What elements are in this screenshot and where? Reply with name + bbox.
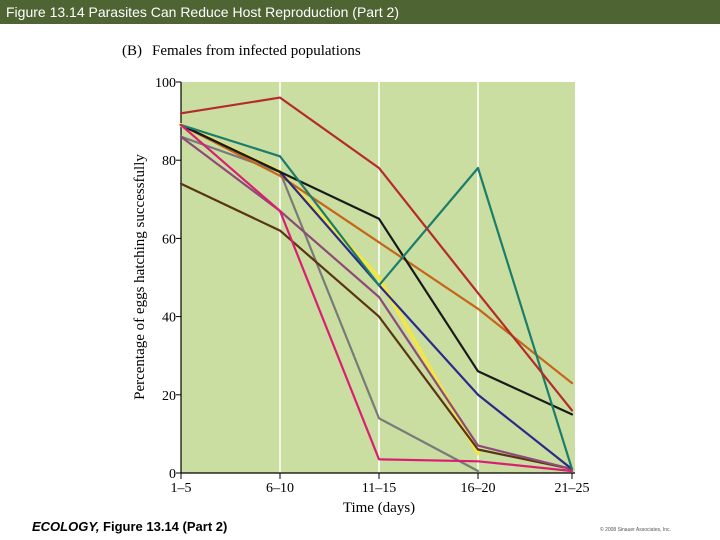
y-tick-label: 0 bbox=[169, 467, 176, 482]
y-tick-label: 40 bbox=[162, 311, 176, 326]
series-line-dark-brown bbox=[179, 182, 574, 471]
x-tick-label: 16–20 bbox=[461, 481, 496, 496]
y-tick-label: 60 bbox=[162, 232, 176, 247]
caption-book: ECOLOGY, bbox=[32, 519, 100, 534]
x-axis-title: Time (days) bbox=[343, 500, 415, 516]
series-line-gray bbox=[179, 135, 480, 473]
slide-title: Figure 13.14 Parasites Can Reduce Host R… bbox=[0, 0, 720, 24]
series-line-purple bbox=[179, 135, 574, 471]
y-tick-label: 20 bbox=[162, 389, 176, 404]
caption-figure: Figure 13.14 (Part 2) bbox=[99, 519, 228, 534]
series-line-red bbox=[179, 96, 574, 412]
figure-caption: ECOLOGY, Figure 13.14 (Part 2) bbox=[32, 519, 227, 534]
x-tick-label: 11–15 bbox=[362, 481, 396, 496]
chart-title: Females from infected populations bbox=[152, 43, 361, 59]
series-line-teal bbox=[179, 123, 574, 471]
x-tick-label: 21–25 bbox=[555, 481, 590, 496]
y-tick-label: 100 bbox=[155, 76, 176, 91]
series-line-magenta bbox=[179, 123, 574, 473]
series-line-black bbox=[179, 123, 574, 416]
y-tick-label: 80 bbox=[162, 154, 176, 169]
x-tick-label: 6–10 bbox=[266, 481, 294, 496]
copyright-notice: © 2008 Sinauer Associates, Inc. bbox=[600, 527, 671, 533]
x-tick-label: 1–5 bbox=[171, 481, 192, 496]
y-axis-title: Percentage of eggs hatching successfully bbox=[132, 154, 148, 400]
panel-label: (B) bbox=[122, 43, 142, 59]
